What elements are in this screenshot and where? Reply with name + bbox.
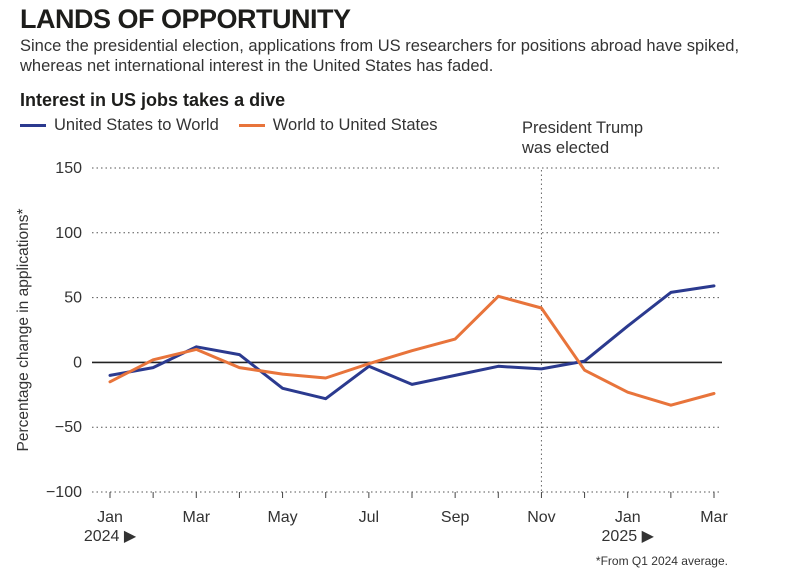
annotation-line-1: President Trump	[522, 119, 644, 137]
y-tick-label-0: 150	[55, 160, 82, 177]
legend-swatch-us-to-world	[20, 124, 46, 127]
x-tick-label-4: Sep	[441, 509, 470, 526]
legend: United States to World World to United S…	[20, 116, 438, 135]
x-tick-label-5: Nov	[527, 509, 555, 526]
x-tick-label-0: Jan	[97, 509, 123, 526]
footnote: *From Q1 2024 average.	[595, 554, 728, 568]
y-tick-label-5: −100	[46, 484, 82, 501]
y-tick-label-2: 50	[64, 290, 82, 307]
legend-item-world-to-us: World to United States	[238, 116, 438, 135]
x-tick-label-6: Jan	[615, 509, 641, 526]
legend-swatch-world-to-us	[238, 124, 265, 127]
x-tick-sublabel-6: 2025 ▶	[602, 528, 655, 545]
x-tick-label-2: May	[267, 509, 297, 526]
legend-label-us-to-world: United States to World	[54, 116, 219, 134]
y-tick-label-4: −50	[55, 419, 82, 436]
subtitle: Since the presidential election, applica…	[20, 37, 740, 75]
y-tick-label-1: 100	[55, 225, 82, 242]
legend-label-world-to-us: World to United States	[272, 116, 438, 134]
annotation-line-2: was elected	[522, 139, 610, 157]
legend-item-us-to-world: United States to World	[20, 116, 219, 135]
headline: LANDS OF OPPORTUNITY	[20, 4, 351, 34]
chart-title: Interest in US jobs takes a dive	[20, 90, 286, 110]
x-tick-label-7: Mar	[700, 509, 728, 526]
election-annotation: President Trump was elected	[522, 118, 662, 158]
x-tick-label-3: Jul	[359, 509, 379, 526]
x-tick-sublabel-0: 2024 ▶	[84, 528, 137, 545]
series-line-0	[108, 284, 716, 401]
x-tick-label-1: Mar	[183, 509, 211, 526]
y-tick-label-3: 0	[73, 354, 82, 371]
y-axis-label: Percentage change in applications*	[15, 208, 32, 451]
series-line-1	[108, 294, 716, 407]
